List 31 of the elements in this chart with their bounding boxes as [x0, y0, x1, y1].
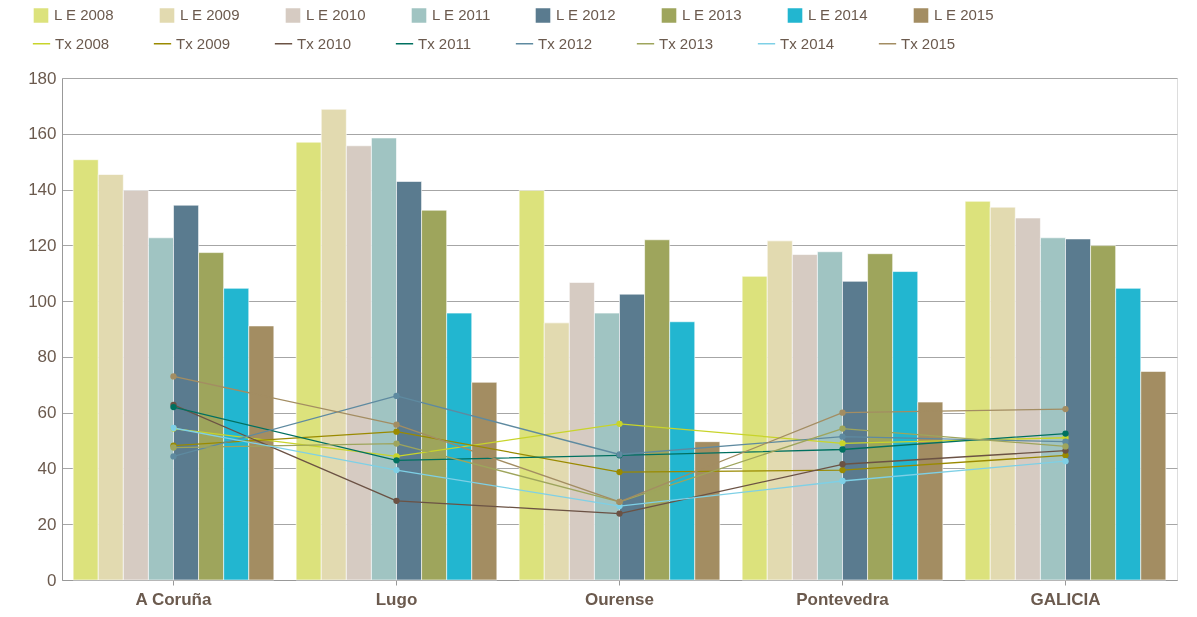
legend-label: Tx 2013 — [659, 34, 714, 52]
legend-label: L E 2011 — [432, 6, 491, 24]
x-tick-label: Pontevedra — [796, 589, 890, 609]
legend-label: L E 2009 — [180, 6, 240, 24]
y-tick-label: 40 — [37, 458, 57, 478]
x-tick-label: Lugo — [375, 589, 418, 609]
y-tick-label: 0 — [47, 570, 57, 590]
x-tick-label: A Coruña — [135, 589, 212, 609]
legend-label: L E 2015 — [934, 6, 994, 24]
y-tick-label: 80 — [37, 347, 57, 367]
legend-label: Tx 2015 — [901, 34, 956, 52]
y-tick-label: 120 — [28, 235, 57, 255]
y-tick-label: 100 — [28, 291, 57, 311]
legend-label: Tx 2009 — [176, 34, 231, 52]
legend-label: L E 2014 — [808, 6, 868, 24]
y-tick-label: 180 — [28, 68, 57, 88]
x-tick-label: GALICIA — [1030, 589, 1101, 609]
y-tick-label: 140 — [28, 180, 57, 200]
y-tick-label: 60 — [37, 403, 57, 423]
legend-label: Tx 2011 — [418, 34, 472, 52]
legend-label: Tx 2012 — [538, 34, 593, 52]
legend-label: L E 2008 — [54, 6, 114, 24]
x-tick-label: Ourense — [585, 589, 654, 609]
legend-label: L E 2010 — [306, 6, 366, 24]
y-tick-label: 160 — [28, 124, 57, 144]
legend-label: L E 2013 — [682, 6, 742, 24]
legend-label: Tx 2014 — [780, 34, 835, 52]
legend-label: Tx 2010 — [297, 34, 352, 52]
legend-label: L E 2012 — [556, 6, 616, 24]
legend-label: Tx 2008 — [55, 34, 110, 52]
y-tick-label: 20 — [37, 514, 57, 534]
